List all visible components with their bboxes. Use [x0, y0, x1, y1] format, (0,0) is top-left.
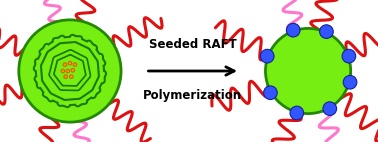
Circle shape	[63, 63, 67, 66]
Circle shape	[290, 106, 304, 120]
Circle shape	[287, 23, 300, 37]
Circle shape	[73, 63, 77, 66]
Circle shape	[320, 25, 333, 38]
Circle shape	[342, 49, 356, 63]
Circle shape	[343, 75, 357, 89]
Circle shape	[260, 49, 274, 63]
Circle shape	[265, 28, 351, 114]
Circle shape	[68, 61, 72, 65]
Circle shape	[70, 75, 73, 79]
Text: Polymerization: Polymerization	[143, 89, 242, 102]
Circle shape	[71, 68, 74, 72]
Circle shape	[66, 69, 70, 73]
Circle shape	[263, 86, 277, 100]
Circle shape	[19, 20, 121, 122]
Circle shape	[323, 102, 337, 115]
Circle shape	[61, 69, 65, 73]
Circle shape	[64, 75, 67, 79]
Text: Seeded RAFT: Seeded RAFT	[149, 37, 237, 51]
